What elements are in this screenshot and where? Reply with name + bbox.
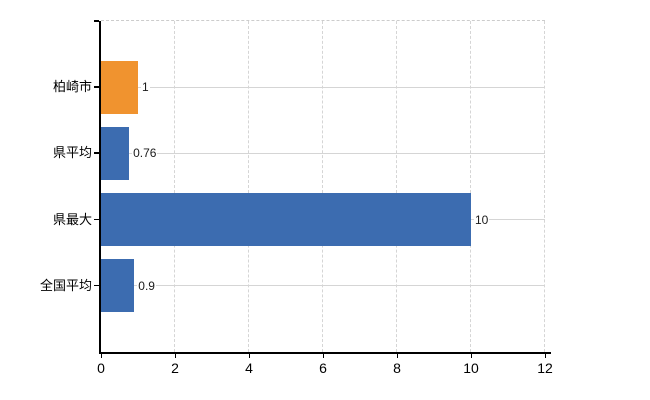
gridline-horizontal (101, 86, 545, 88)
x-tick (396, 352, 398, 358)
x-tick-label: 8 (393, 360, 401, 376)
y-axis (99, 21, 101, 352)
x-tick (322, 352, 324, 358)
gridline-vertical (544, 21, 545, 352)
gridline-vertical (470, 21, 471, 352)
x-axis (99, 352, 551, 354)
y-tick (94, 152, 99, 154)
category-label: 県平均 (52, 145, 92, 161)
gridline-horizontal (101, 285, 545, 287)
gridline-horizontal (101, 152, 545, 154)
y-tick (94, 284, 99, 287)
bar (101, 259, 135, 313)
bar (101, 126, 130, 180)
bar-value-label: 0.76 (132, 146, 158, 161)
x-tick-label: 0 (97, 360, 105, 376)
y-tick (94, 20, 99, 22)
plot-top-border (101, 20, 545, 21)
gridline-vertical (322, 21, 323, 352)
bar-value-label: 10 (474, 212, 490, 227)
category-label: 県最大 (52, 211, 92, 227)
bar-value-label: 1 (141, 80, 150, 95)
bar (101, 60, 138, 114)
x-tick-label: 12 (537, 360, 553, 376)
gridline-vertical (248, 21, 249, 352)
x-tick-label: 4 (245, 360, 253, 376)
gridline-vertical (396, 21, 397, 352)
x-tick (544, 352, 546, 358)
category-label: 全国平均 (39, 277, 92, 293)
bar (101, 193, 471, 247)
x-tick (100, 352, 102, 358)
x-tick (470, 352, 472, 358)
category-label: 柏崎市 (52, 79, 92, 95)
x-tick (248, 352, 250, 358)
bar-value-label: 0.9 (137, 278, 156, 293)
y-tick (94, 218, 99, 221)
gridline-vertical (174, 21, 175, 352)
x-tick-label: 10 (463, 360, 479, 376)
x-tick-label: 2 (171, 360, 179, 376)
x-tick-label: 6 (319, 360, 327, 376)
y-tick (94, 86, 99, 88)
x-tick (174, 352, 176, 358)
